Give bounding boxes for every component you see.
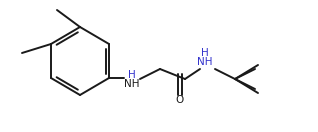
Text: NH: NH (197, 57, 213, 67)
Text: H: H (201, 48, 209, 58)
Text: O: O (176, 95, 184, 105)
Text: H: H (128, 70, 136, 80)
Text: NH: NH (124, 79, 140, 89)
